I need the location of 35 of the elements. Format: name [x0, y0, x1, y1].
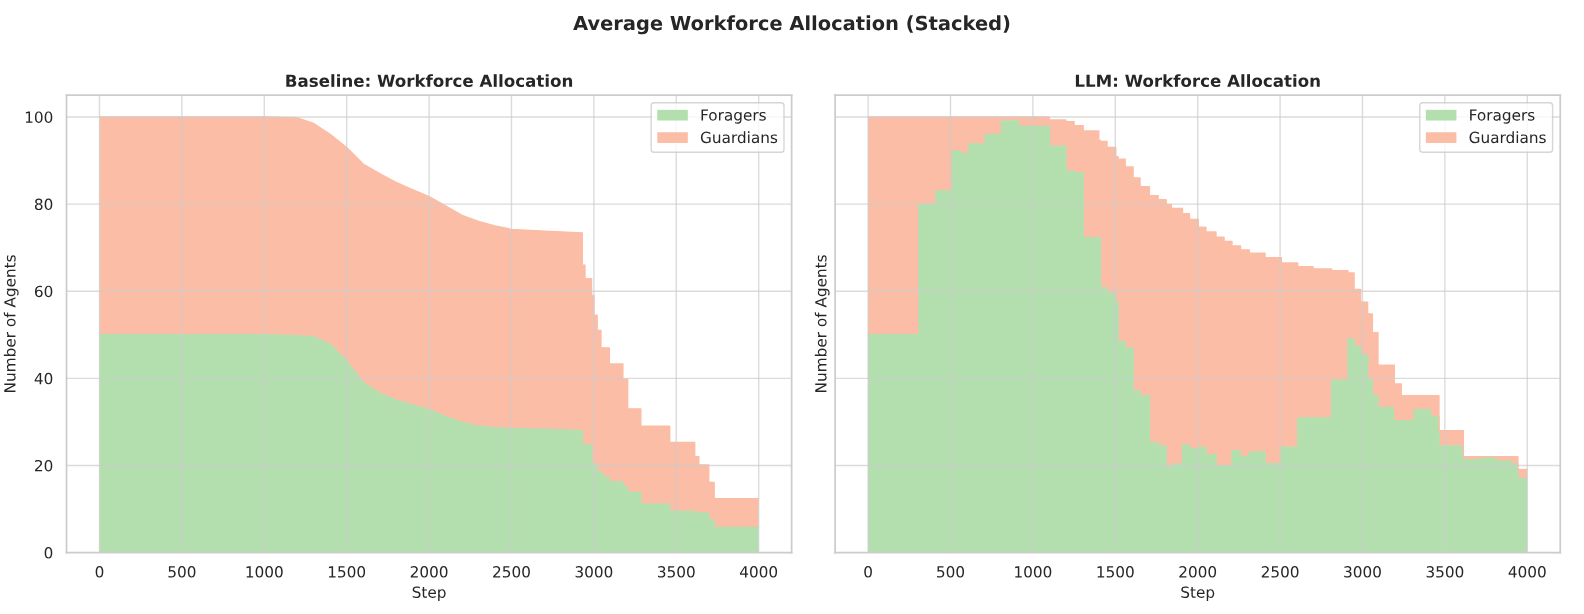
y-tick-label: 60	[34, 285, 53, 298]
x-tick-label: 4000	[739, 566, 778, 578]
legend-label: Guardians	[1469, 131, 1546, 144]
x-tick-label: 4000	[1508, 566, 1546, 578]
y-axis-title: Number of Agents	[3, 255, 19, 392]
text: Average Workforce Allocation (Stacked)	[573, 15, 1010, 35]
x-tick-label: 2500	[493, 566, 530, 578]
x-tick-label: 1500	[328, 566, 366, 578]
x-tick-label: 1000	[246, 566, 283, 578]
legend-label: Foragers	[1470, 109, 1535, 124]
x-tick-label: 2000	[410, 566, 448, 578]
y-tick-label: 20	[35, 459, 53, 472]
x-tick-label: 2500	[1261, 566, 1299, 578]
x-tick-label: 3500	[658, 566, 695, 578]
y-tick-label: 0	[44, 547, 53, 559]
y-tick-label: 80	[34, 198, 53, 211]
x-tick-label: 2000	[1179, 566, 1217, 578]
x-tick-label: 500	[168, 566, 196, 578]
chart-title: LLM: Workforce Allocation	[1075, 74, 1320, 88]
x-axis-title: Step	[412, 586, 446, 601]
legend-label: Foragers	[701, 109, 766, 124]
x-tick-label: 3000	[575, 566, 613, 578]
y-tick-label: 40	[34, 372, 53, 385]
x-tick-label: 0	[95, 566, 104, 578]
x-tick-label: 3500	[1426, 566, 1464, 578]
x-axis-title: Step	[1181, 586, 1215, 601]
legend-label: Guardians	[700, 131, 778, 144]
x-tick-label: 1000	[1015, 566, 1052, 578]
x-tick-label: 1500	[1097, 566, 1134, 578]
y-axis-title: Number of Agents	[814, 255, 830, 392]
x-tick-label: 3000	[1344, 566, 1381, 578]
chart-title: Baseline: Workforce Allocation	[286, 74, 573, 88]
x-tick-label: 500	[937, 566, 965, 578]
x-tick-label: 0	[864, 566, 872, 578]
y-tick-label: 100	[25, 111, 53, 123]
